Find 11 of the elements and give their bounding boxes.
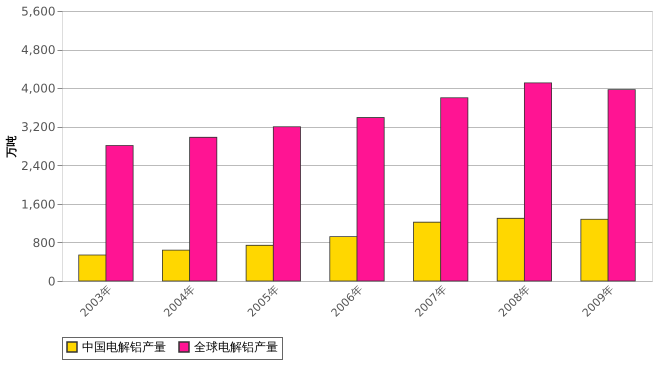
- legend-label: 中国电解铝产量: [82, 340, 166, 354]
- y-tick-label: 3,200: [21, 120, 56, 134]
- y-tick-label: 800: [32, 236, 56, 250]
- y-tick-label: 1,600: [21, 197, 56, 212]
- y-tick-label: 4,000: [21, 82, 56, 96]
- y-tick-label: 2,400: [21, 158, 56, 173]
- y-axis-title: 万吨: [5, 136, 18, 158]
- legend-label: 全球电解铝产量: [194, 340, 278, 354]
- y-tick-label: 4,800: [21, 43, 56, 58]
- y-tick-label: 0: [48, 274, 56, 288]
- y-tick-label: 5,600: [21, 4, 56, 18]
